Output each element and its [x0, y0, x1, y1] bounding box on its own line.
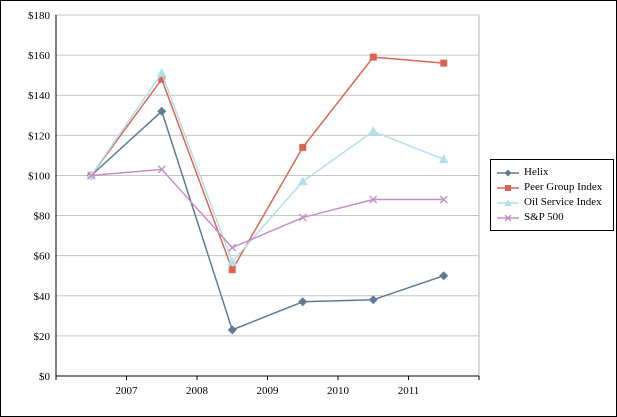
svg-text:$120: $120 — [28, 130, 51, 142]
legend-item-sp500: S&P 500 — [496, 210, 609, 225]
series-helix — [86, 106, 449, 335]
legend-item-helix: Helix — [496, 165, 609, 180]
svg-text:$100: $100 — [28, 170, 51, 182]
svg-text:2011: 2011 — [398, 385, 420, 397]
svg-text:$20: $20 — [34, 331, 51, 343]
svg-text:$60: $60 — [34, 251, 51, 263]
legend-item-peer-group-index: Peer Group Index — [496, 180, 609, 195]
legend-label: S&P 500 — [524, 211, 564, 223]
svg-text:2010: 2010 — [327, 385, 350, 397]
series-oil-service-index — [86, 68, 449, 266]
y-gridlines — [55, 14, 480, 377]
legend-label: Oil Service Index — [524, 196, 602, 208]
helix-line-marker-icon — [497, 169, 519, 176]
svg-text:$80: $80 — [34, 211, 51, 223]
svg-text:2007: 2007 — [116, 385, 139, 397]
legend-label: Helix — [524, 166, 549, 178]
legend-label: Peer Group Index — [524, 181, 603, 193]
svg-text:2008: 2008 — [186, 385, 209, 397]
svg-text:$140: $140 — [28, 90, 51, 102]
sp500-line-marker-icon — [497, 214, 519, 221]
svg-text:$40: $40 — [34, 291, 51, 303]
series-s-p-500 — [87, 165, 448, 252]
svg-text:2009: 2009 — [257, 385, 280, 397]
peer-group-line-marker-icon — [497, 184, 519, 191]
series-peer-group-index — [87, 53, 448, 274]
svg-text:$180: $180 — [28, 10, 51, 22]
axes — [55, 15, 479, 377]
legend-list: Helix Peer Group Index Oil Service Index… — [496, 165, 609, 225]
x-axis-labels: 2007 2008 2009 2010 2011 — [55, 376, 480, 397]
oil-service-line-marker-icon — [497, 198, 519, 206]
chart-legend: Helix Peer Group Index Oil Service Index… — [490, 159, 614, 231]
svg-text:$0: $0 — [39, 371, 51, 383]
y-axis-labels: $0 $20 $40 $60 $80 $100 $120 $140 $160 $180 — [28, 10, 51, 383]
svg-text:$160: $160 — [28, 50, 51, 62]
legend-item-oil-service-index: Oil Service Index — [496, 195, 609, 210]
